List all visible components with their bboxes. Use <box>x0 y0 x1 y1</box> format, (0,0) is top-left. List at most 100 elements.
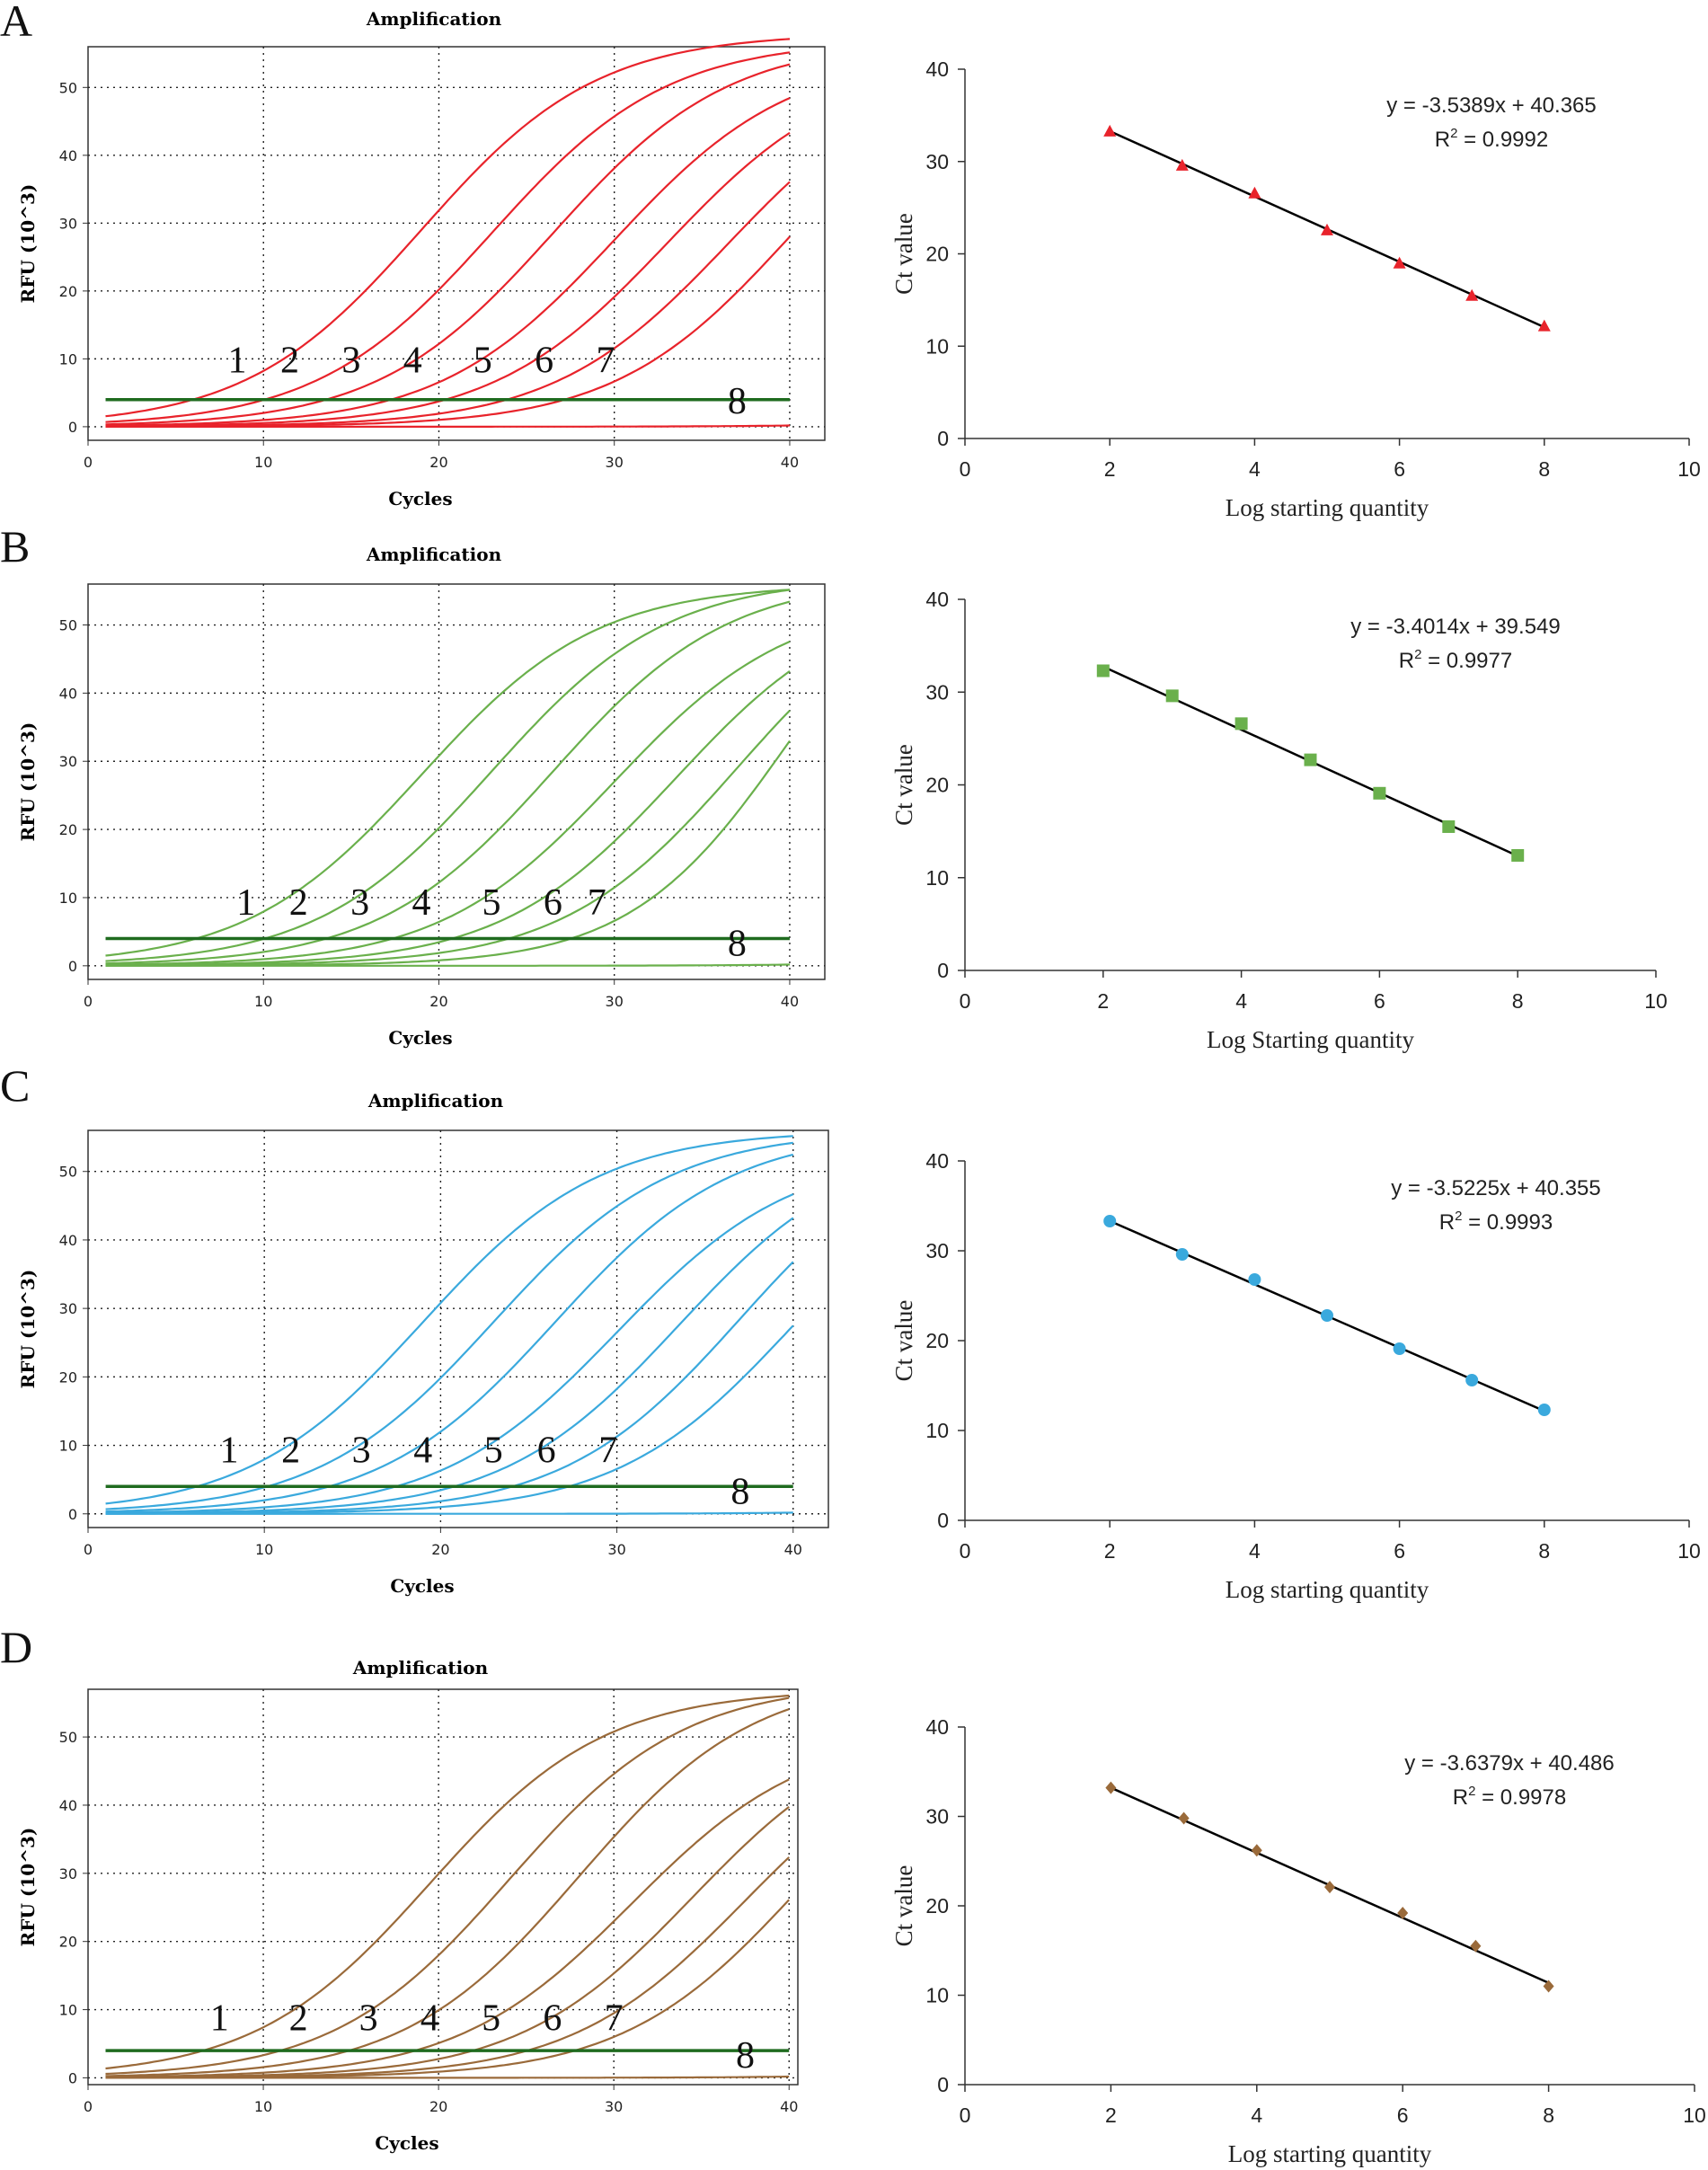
data-point <box>1175 158 1189 171</box>
x-tick-label: 0 <box>84 993 93 1010</box>
x-tick-label: 6 <box>1394 1539 1405 1563</box>
y-tick-label: 0 <box>937 2073 949 2096</box>
amplification-chart-c: 0 10 20 30 40 0 10 20 30 40 50 Amplification Cycles R… <box>17 1090 829 1597</box>
data-point <box>1178 1811 1190 1825</box>
x-tick-label: 0 <box>960 2104 971 2127</box>
panel-letter-b: B <box>0 521 30 571</box>
y-axis-label: Ct value <box>890 1865 917 1947</box>
amplification-curve-8 <box>105 424 791 428</box>
amplification-chart-a: 0 10 20 30 40 0 10 20 30 40 50 Amplification Cycles R… <box>17 8 826 509</box>
y-tick-label: 40 <box>925 588 949 611</box>
chart-title: Amplification <box>366 544 502 565</box>
amplification-curve-1 <box>105 589 791 957</box>
x-tick-label: 10 <box>254 454 272 471</box>
y-tick-label: 40 <box>925 1715 949 1739</box>
r-squared: R2 = 0.9978 <box>1453 1784 1566 1810</box>
data-point <box>1511 848 1525 862</box>
y-tick-label: 0 <box>937 1509 949 1532</box>
curve-label-6: 6 <box>544 882 562 924</box>
x-tick-label: 0 <box>84 454 93 471</box>
curve-label-4: 4 <box>412 882 430 924</box>
x-tick-label: 20 <box>429 2098 447 2115</box>
amplification-curve-3 <box>105 1708 790 2077</box>
data-point <box>1251 1844 1262 1857</box>
amplification-curve-8 <box>105 963 790 967</box>
y-tick-label: 30 <box>59 753 77 770</box>
x-tick-label: 10 <box>1683 2104 1706 2127</box>
y-tick-label: 20 <box>925 243 949 266</box>
y-tick-label: 10 <box>925 866 949 890</box>
y-tick-label: 20 <box>59 283 77 300</box>
x-tick-label: 4 <box>1249 1539 1261 1563</box>
curve-label-8: 8 <box>736 2035 755 2077</box>
amplification-chart-d: 0 10 20 30 40 0 10 20 30 40 50 Amplification Cycles R… <box>17 1657 799 2154</box>
regression-equation: y = -3.5389x + 40.365 <box>1386 93 1597 118</box>
x-axis-label: Log starting quantity <box>1226 1576 1429 1603</box>
x-tick-label: 10 <box>254 2098 272 2115</box>
y-tick-label: 10 <box>925 1419 949 1442</box>
x-tick-label: 40 <box>781 454 799 471</box>
plot-frame <box>87 583 826 980</box>
x-tick-label: 30 <box>606 454 624 471</box>
y-tick-label: 30 <box>59 215 77 232</box>
y-tick-label: 0 <box>937 427 949 450</box>
y-tick-label: 50 <box>59 79 77 96</box>
curve-label-4: 4 <box>420 1997 439 2039</box>
curve-label-2: 2 <box>289 1997 308 2039</box>
data-point <box>1235 717 1248 731</box>
x-tick-label: 0 <box>84 2098 93 2115</box>
r-squared-label: R <box>1435 128 1450 152</box>
curve-label-7: 7 <box>596 340 615 381</box>
x-tick-label: 0 <box>960 989 971 1013</box>
x-axis-label: Log Starting quantity <box>1207 1026 1414 1053</box>
r-squared-value: = 0.9977 <box>1421 649 1512 673</box>
x-tick-label: 8 <box>1538 1539 1550 1563</box>
x-tick-label: 10 <box>1677 1539 1701 1563</box>
y-tick-label: 40 <box>59 685 77 702</box>
x-axis-label: Cycles <box>390 1575 454 1597</box>
r-squared: R2 = 0.9992 <box>1435 126 1548 152</box>
x-tick-label: 4 <box>1251 2104 1262 2127</box>
plot-frame <box>87 1688 799 2086</box>
amplification-curve-1 <box>105 1135 793 1505</box>
y-tick-label: 40 <box>59 1232 77 1249</box>
y-tick-label: 0 <box>68 1506 77 1523</box>
x-tick-label: 4 <box>1249 457 1261 481</box>
r-squared-label: R <box>1439 1210 1455 1235</box>
data-point <box>1324 1881 1335 1894</box>
r-squared-exponent: 2 <box>1468 1784 1475 1799</box>
amplification-curve-1 <box>105 38 791 418</box>
x-tick-label: 40 <box>784 1541 802 1558</box>
chart-title: Amplification <box>366 8 502 30</box>
amplification-curve-2 <box>105 589 791 962</box>
curve-label-3: 3 <box>350 882 369 924</box>
curve-label-5: 5 <box>482 882 501 924</box>
curve-label-7: 7 <box>588 882 606 924</box>
curve-label-5: 5 <box>482 1997 500 2039</box>
r-squared-value: = 0.9992 <box>1457 128 1548 152</box>
r-squared-label: R <box>1453 1785 1468 1810</box>
curve-label-5: 5 <box>473 340 492 381</box>
amplification-curve-4 <box>105 640 791 966</box>
data-point <box>1393 1342 1406 1355</box>
x-tick-label: 40 <box>781 993 799 1010</box>
r-squared-exponent: 2 <box>1450 126 1457 141</box>
data-point <box>1103 1215 1117 1227</box>
x-tick-label: 6 <box>1397 2104 1409 2127</box>
standard-curve-chart-a: 0 2 4 6 8 10 0 10 20 30 40 Log starting quantity Ct … <box>890 58 1701 521</box>
x-tick-label: 20 <box>431 1541 449 1558</box>
data-point <box>1304 753 1317 766</box>
amplification-curve-2 <box>105 51 791 423</box>
y-tick-label: 40 <box>925 1149 949 1173</box>
curve-label-1: 1 <box>227 340 246 381</box>
curve-label-6: 6 <box>537 1430 556 1472</box>
data-point <box>1321 1309 1333 1322</box>
x-axis-label: Cycles <box>375 2132 438 2154</box>
y-tick-label: 0 <box>937 959 949 982</box>
data-point <box>1537 1404 1551 1416</box>
y-tick-label: 10 <box>925 1984 949 2007</box>
x-tick-label: 20 <box>429 993 447 1010</box>
data-point <box>1321 223 1333 235</box>
x-tick-label: 0 <box>960 457 971 481</box>
